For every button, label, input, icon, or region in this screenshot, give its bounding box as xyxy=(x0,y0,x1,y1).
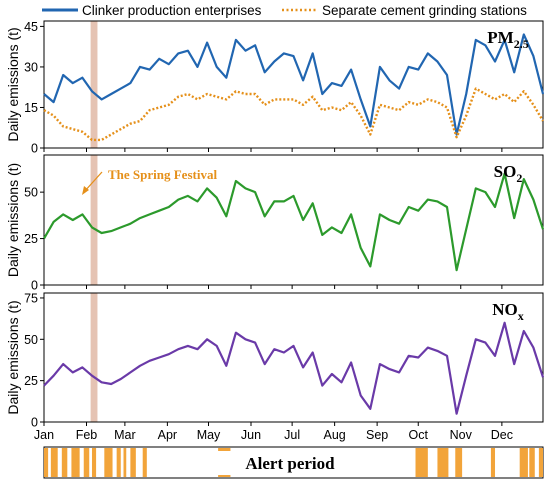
y-tick-label: 50 xyxy=(24,333,38,347)
y-tick-label: 50 xyxy=(24,186,38,200)
alert-period-bar xyxy=(50,448,58,477)
panel-frame xyxy=(43,292,544,423)
panel-title: NOx xyxy=(492,300,524,323)
spring-festival-arrowhead xyxy=(82,186,89,195)
alert-period-bar xyxy=(83,448,90,477)
alert-period-label: Alert period xyxy=(245,454,335,473)
y-tick-label: 15 xyxy=(24,101,38,115)
panel-title: PM2.5 xyxy=(487,28,528,51)
series-line-separate-cement-grinding-stations xyxy=(43,87,545,142)
alert-period-bar xyxy=(415,448,428,477)
y-axis-label: Daily emissions (t) xyxy=(5,300,21,414)
legend-label-clinker: Clinker production enterprises xyxy=(82,3,262,18)
alert-period-bar xyxy=(437,448,449,477)
month-label-jan: Jan xyxy=(34,428,54,442)
panel-frame xyxy=(43,154,544,286)
x-axis-month-labels: Jan Feb Mar Apr May Jun Jul Aug Sep Oct Nov Dec xyxy=(34,428,513,442)
spring-festival-annotation: The Spring Festival xyxy=(82,167,217,195)
alert-period-bar xyxy=(116,448,121,477)
series-line-so2 xyxy=(43,172,545,272)
legend: Clinker production enterprises Separate … xyxy=(42,3,527,18)
alert-strip: Alert period xyxy=(43,446,544,479)
spring-festival-band xyxy=(90,21,98,148)
spring-festival-band xyxy=(90,155,98,285)
alert-period-bar xyxy=(490,448,496,477)
month-label-oct: Oct xyxy=(409,428,429,442)
legend-label-grinding: Separate cement grinding stations xyxy=(322,3,527,18)
alert-period-bar xyxy=(142,448,147,477)
alert-label-bg xyxy=(210,451,370,475)
month-label-jul: Jul xyxy=(284,428,300,442)
alert-period-bar xyxy=(130,448,136,477)
y-axis-label: Daily emissions (t) xyxy=(5,163,21,277)
month-label-may: May xyxy=(197,428,221,442)
alert-period-bar xyxy=(529,448,535,477)
alert-period-bar xyxy=(538,448,543,477)
y-tick-label: 0 xyxy=(31,279,38,293)
y-tick-label: 25 xyxy=(24,232,38,246)
y-tick-label: 30 xyxy=(24,60,38,74)
y-tick-label: 0 xyxy=(31,142,38,156)
month-label-aug: Aug xyxy=(324,428,346,442)
series-line-clinker-production-enterprises xyxy=(43,33,545,136)
alert-period-bar xyxy=(71,448,80,477)
alert-period-bar xyxy=(519,448,528,477)
month-label-apr: Apr xyxy=(158,428,177,442)
y-axis-label: Daily emissions (t) xyxy=(5,27,21,141)
month-label-sep: Sep xyxy=(366,428,388,442)
y-tick-label: 25 xyxy=(24,374,38,388)
alert-period-bar xyxy=(104,448,113,477)
alert-period-bar xyxy=(61,448,68,477)
month-label-nov: Nov xyxy=(450,428,473,442)
spring-festival-label: The Spring Festival xyxy=(108,167,217,182)
panel-title: SO2 xyxy=(494,162,523,185)
month-label-dec: Dec xyxy=(491,428,513,442)
y-tick-label: 45 xyxy=(24,20,38,34)
alert-period-bar xyxy=(91,448,97,477)
alert-period-bar xyxy=(123,448,127,477)
month-label-jun: Jun xyxy=(241,428,261,442)
alert-period-bar xyxy=(455,448,463,477)
series-line-nox xyxy=(43,321,545,415)
month-label-feb: Feb xyxy=(76,428,98,442)
month-label-mar: Mar xyxy=(114,428,136,442)
spring-festival-band xyxy=(90,293,98,422)
y-tick-label: 75 xyxy=(24,291,38,305)
y-tick-label: 0 xyxy=(31,416,38,430)
alert-period-bar xyxy=(44,448,49,477)
